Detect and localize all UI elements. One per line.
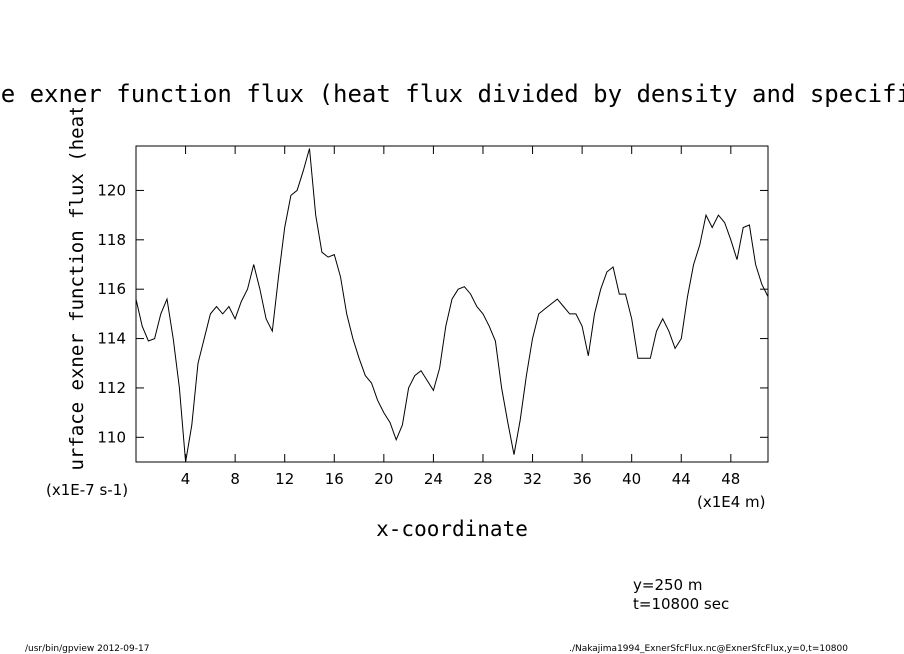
x-tick-label: 28 <box>473 470 492 488</box>
x-tick-label: 12 <box>275 470 294 488</box>
footer: /usr/bin/gpview 2012-09-17 <box>25 644 149 654</box>
x-tick-label: 48 <box>721 470 740 488</box>
y-axis-label: surface exner function flux (heat flux d… <box>66 0 88 482</box>
plot-frame <box>135 145 769 463</box>
x-unit: (x1E4 m) <box>697 493 766 511</box>
y-tick-label: 112 <box>97 379 126 397</box>
footer: ./Nakajima1994_ExnerSfcFlux.nc@ExnerSfcF… <box>569 644 848 654</box>
x-axis-label: x-coordinate <box>376 517 528 541</box>
x-tick-label: 20 <box>374 470 393 488</box>
x-tick-label: 16 <box>325 470 344 488</box>
y-tick-label: 118 <box>97 231 126 249</box>
annotation: y=250 m <box>633 576 702 594</box>
y-unit: (x1E-7 s-1) <box>46 481 128 499</box>
annotation: t=10800 sec <box>633 595 729 613</box>
x-tick-label: 40 <box>622 470 641 488</box>
chart-title: surface exner function flux (heat flux d… <box>0 80 904 108</box>
data-line <box>135 148 769 463</box>
y-tick-label: 116 <box>97 280 126 298</box>
y-tick-label: 120 <box>97 181 126 199</box>
x-tick-label: 36 <box>573 470 592 488</box>
x-tick-label: 8 <box>230 470 240 488</box>
y-tick-label: 114 <box>97 330 126 348</box>
x-tick-label: 24 <box>424 470 443 488</box>
x-tick-label: 4 <box>181 470 191 488</box>
x-tick-label: 32 <box>523 470 542 488</box>
y-tick-label: 110 <box>97 428 126 446</box>
x-tick-label: 44 <box>672 470 691 488</box>
